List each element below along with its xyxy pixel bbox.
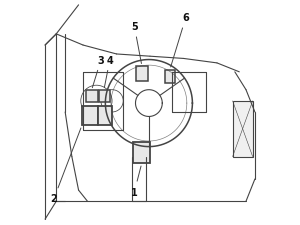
Text: 4: 4 bbox=[104, 56, 113, 88]
Text: 6: 6 bbox=[171, 14, 189, 68]
Text: 1: 1 bbox=[131, 166, 141, 197]
Text: 2: 2 bbox=[51, 128, 81, 203]
Text: 5: 5 bbox=[131, 22, 141, 64]
Bar bbox=[232, 101, 253, 157]
Bar bbox=[82, 107, 98, 126]
Bar bbox=[86, 91, 98, 103]
Bar bbox=[133, 142, 150, 164]
Bar bbox=[99, 91, 110, 103]
Bar bbox=[136, 67, 148, 81]
Bar bbox=[98, 107, 112, 126]
Bar bbox=[164, 70, 175, 84]
Text: 3: 3 bbox=[92, 56, 104, 88]
